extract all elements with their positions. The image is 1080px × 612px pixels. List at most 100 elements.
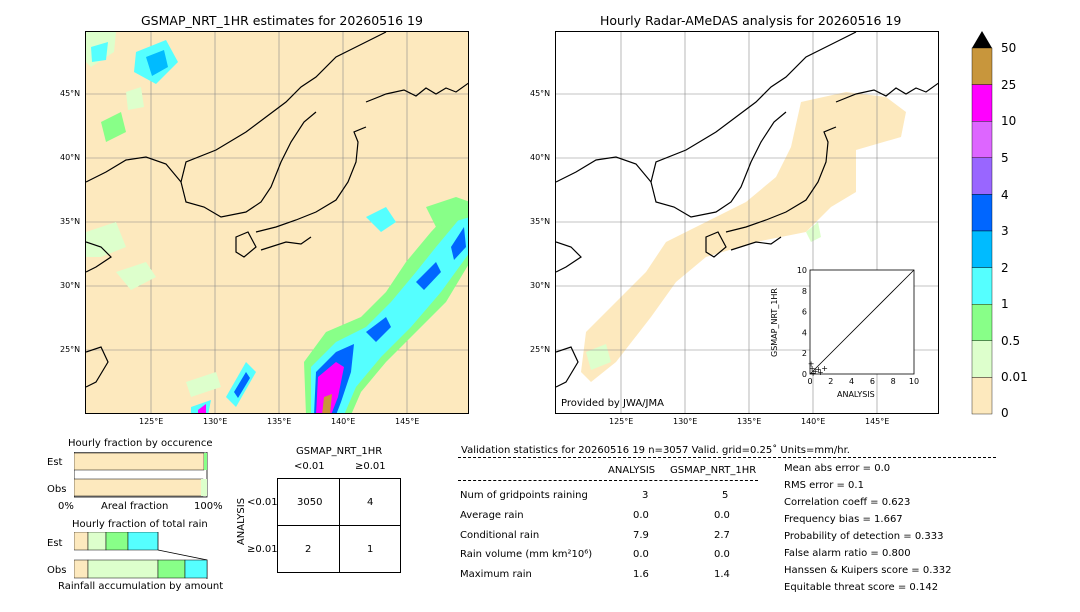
left-lat-label: 30°N	[60, 281, 81, 290]
scatter-point: +	[821, 364, 828, 373]
scatter-xtick: 8	[891, 377, 896, 386]
validation-row-gsmap: 2.7	[714, 530, 730, 541]
right-lat-label: 40°N	[530, 153, 551, 162]
scatter-ytick: 8	[802, 287, 807, 296]
validation-row-analysis: 1.6	[633, 569, 649, 580]
right-lon-label: 145°E	[865, 417, 890, 426]
contingency-col-header: ≥0.01	[355, 461, 386, 472]
scatter-xlabel: ANALYSIS	[837, 390, 875, 399]
validation-score: Frequency bias = 1.667	[784, 514, 903, 525]
occurrence-obs-bar	[74, 478, 204, 497]
occurrence-xtick: 100%	[194, 501, 223, 512]
left-lat-label: 40°N	[60, 153, 81, 162]
colorbar-segment	[971, 340, 993, 378]
scatter-diagonal	[809, 269, 915, 375]
contingency-col-header: <0.01	[294, 461, 325, 472]
contingency-row-header: <0.01	[247, 497, 278, 508]
scatter-ytick: 2	[802, 349, 807, 358]
scatter-point: +	[812, 367, 819, 376]
validation-score: Mean abs error = 0.0	[784, 463, 891, 474]
validation-row-gsmap: 0.0	[714, 549, 730, 560]
total-rain-est-label: Est	[47, 538, 63, 549]
colorbar-label: 10	[1001, 114, 1017, 128]
scatter-ytick: 10	[797, 266, 807, 275]
colorbar-label: 0	[1001, 406, 1009, 420]
validation-row-label: Rain volume (mm km²10⁶)	[460, 549, 593, 560]
colorbar-segment	[971, 230, 993, 268]
validation-row-analysis: 3	[642, 490, 649, 501]
left-lon-label: 145°E	[395, 417, 420, 426]
validation-row-gsmap: 5	[722, 490, 729, 501]
occurrence-xlabel: Areal fraction	[101, 501, 169, 512]
validation-row-gsmap: 1.4	[714, 569, 730, 580]
scatter-ytick: 4	[802, 328, 807, 337]
total-rain-title: Hourly fraction of total rain	[72, 519, 208, 530]
validation-score: Probability of detection = 0.333	[784, 531, 944, 542]
validation-row-label: Conditional rain	[460, 530, 540, 541]
right-lat-label: 25°N	[530, 345, 551, 354]
inset-scatter: 0 2 4 6 8 10 0 2 4 6 8 10 + + + + + + +	[780, 262, 920, 402]
right-lon-label: 135°E	[737, 417, 762, 426]
validation-row-analysis: 0.0	[633, 510, 649, 521]
right-map-title: Hourly Radar-AMeDAS analysis for 2026051…	[600, 13, 902, 28]
colorbar-segment	[971, 84, 993, 122]
validation-row-analysis: 7.9	[633, 530, 649, 541]
data-credit: Provided by JWA/JMA	[561, 398, 664, 409]
scatter-ytick: 0	[802, 370, 807, 379]
scatter-ylabel: GSMAP_NRT_1HR	[770, 288, 779, 357]
validation-col-gsmap: GSMAP_NRT_1HR	[670, 465, 757, 476]
left-map-title: GSMAP_NRT_1HR estimates for 20260516 19	[141, 13, 423, 28]
scatter-point: +	[809, 364, 816, 373]
colorbar-label: 25	[1001, 78, 1017, 92]
colorbar	[971, 31, 993, 415]
scatter-ytick: 6	[802, 308, 807, 317]
left-map	[85, 31, 469, 414]
validation-score: RMS error = 0.1	[784, 480, 864, 491]
colorbar-label: 4	[1001, 188, 1009, 202]
total-rain-xlabel: Rainfall accumulation by amount	[58, 581, 224, 592]
right-lat-label: 30°N	[530, 281, 551, 290]
colorbar-label: 2	[1001, 261, 1009, 275]
colorbar-segment	[971, 304, 993, 342]
colorbar-label: 50	[1001, 41, 1017, 55]
scatter-xtick: 2	[828, 377, 833, 386]
total-rain-obs-label: Obs	[47, 565, 67, 576]
occurrence-title: Hourly fraction by occurence	[68, 438, 213, 449]
right-lon-label: 140°E	[801, 417, 826, 426]
right-lon-label: 130°E	[673, 417, 698, 426]
left-lon-label: 135°E	[267, 417, 292, 426]
contingency-grid: 3050 4 2 1	[277, 478, 401, 573]
left-lon-label: 130°E	[203, 417, 228, 426]
scatter-point: +	[817, 368, 824, 377]
left-lat-label: 45°N	[60, 89, 81, 98]
colorbar-label: 1	[1001, 297, 1009, 311]
scatter-xtick: 0	[807, 377, 812, 386]
contingency-row-header: ≥0.01	[247, 544, 278, 555]
occurrence-est-bar	[74, 452, 205, 471]
left-lon-label: 125°E	[139, 417, 164, 426]
scatter-xtick: 10	[909, 377, 919, 386]
validation-score: False alarm ratio = 0.800	[784, 548, 911, 559]
rain-patches	[86, 32, 468, 413]
scatter-xtick: 6	[870, 377, 875, 386]
occurrence-obs-label: Obs	[47, 484, 67, 495]
left-lon-label: 140°E	[331, 417, 356, 426]
contingency-row-axis: ANALYSIS	[236, 497, 248, 546]
validation-score: Correlation coeff = 0.623	[784, 497, 911, 508]
colorbar-segment	[971, 267, 993, 305]
colorbar-label: 0.01	[1001, 370, 1028, 384]
validation-header: Validation statistics for 20260516 19 n=…	[461, 445, 850, 456]
validation-score: Equitable threat score = 0.142	[784, 582, 939, 593]
validation-row-label: Average rain	[460, 510, 524, 521]
colorbar-label: 5	[1001, 151, 1009, 165]
scatter-xtick: 4	[849, 377, 854, 386]
validation-col-analysis: ANALYSIS	[608, 465, 656, 476]
occurrence-xtick: 0%	[58, 501, 74, 512]
total-rain-chart	[74, 532, 208, 579]
scatter-point: +	[815, 365, 822, 374]
scatter-point: +	[808, 360, 815, 369]
contingency-title: GSMAP_NRT_1HR	[296, 446, 383, 457]
colorbar-label: 0.5	[1001, 334, 1021, 348]
validation-row-label: Maximum rain	[460, 569, 532, 580]
